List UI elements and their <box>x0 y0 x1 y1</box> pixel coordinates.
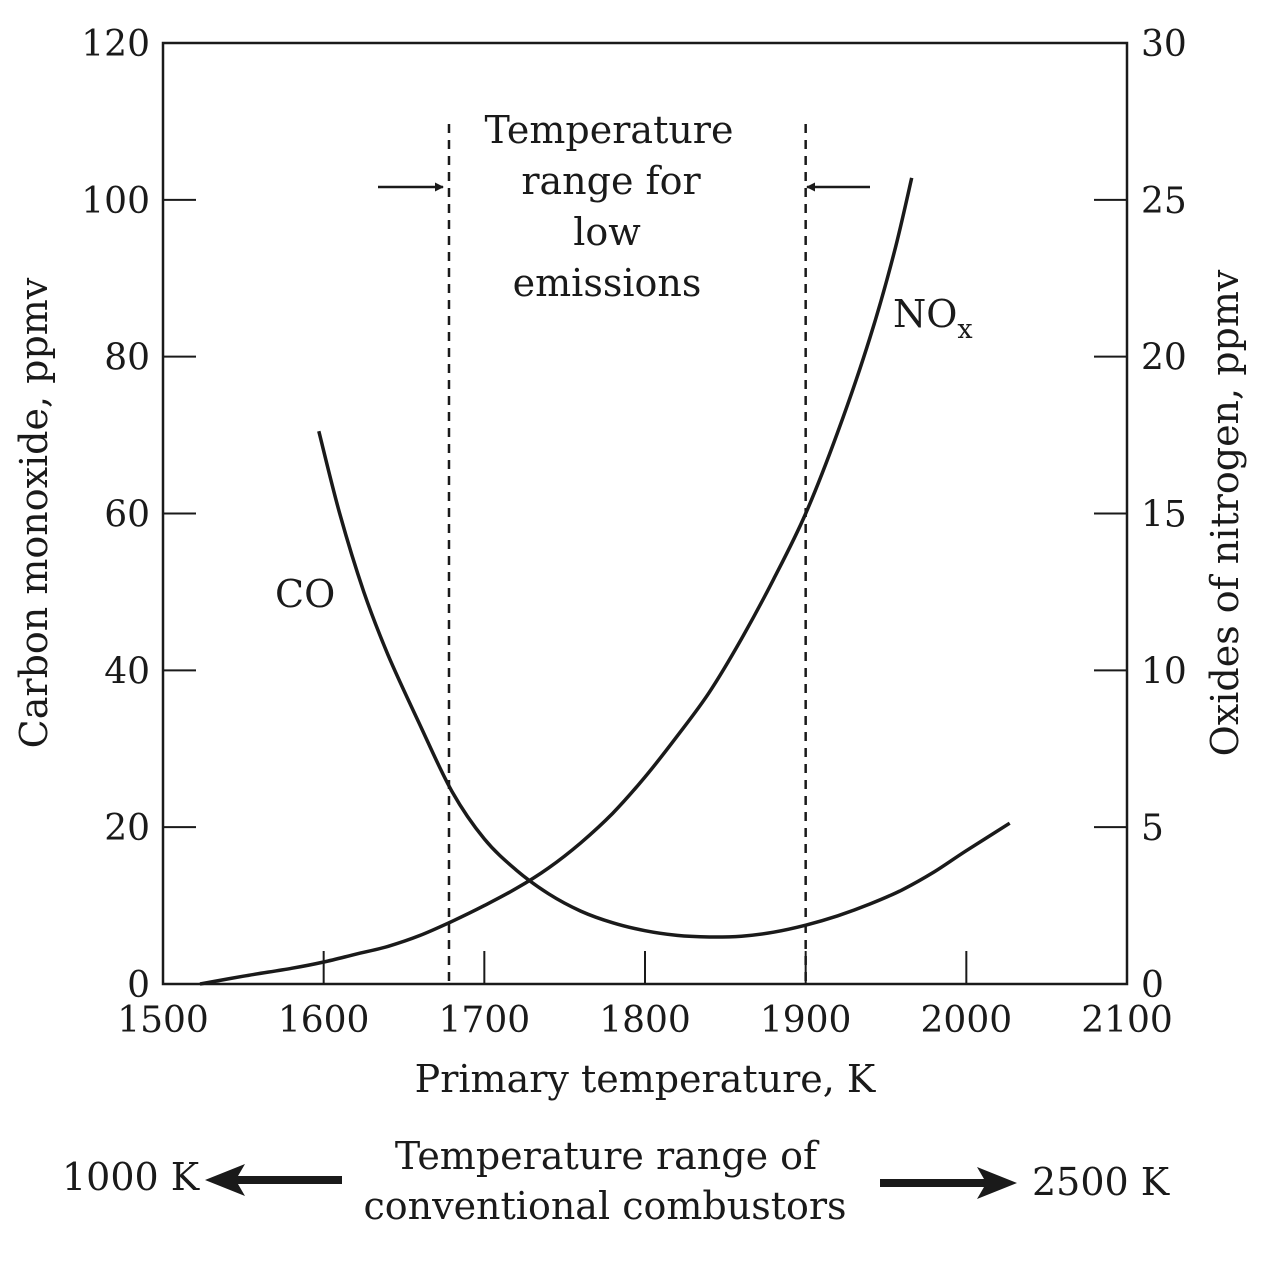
conventional-range-line-1: Temperature range of <box>395 1134 820 1178</box>
co-curve <box>317 430 1011 939</box>
nox-curve-label: NOx <box>893 292 973 345</box>
conventional-low-label: 1000 K <box>62 1155 200 1199</box>
y-right-tick-label: 25 <box>1141 181 1187 222</box>
co-curve-label: CO <box>275 572 335 616</box>
y-right-tick-label: 15 <box>1141 495 1187 536</box>
x-tick-label: 2000 <box>921 1000 1013 1041</box>
y-left-tick-label: 120 <box>81 24 150 65</box>
y-right-tick-label: 5 <box>1141 808 1164 849</box>
axis-tick-labels: 1500 1600 1700 1800 1900 2000 2100020406080100… <box>81 24 1187 1041</box>
low-emissions-annotation: Temperature range for low emissions <box>378 108 870 305</box>
y-left-tick-label: 20 <box>104 808 150 849</box>
nox-label-subscript: x <box>957 314 972 345</box>
y-left-tick-label: 0 <box>127 965 150 1006</box>
low-emissions-line-1: Temperature <box>485 108 734 152</box>
y-left-tick-label: 40 <box>104 651 150 692</box>
x-tick-label: 1500 <box>117 1000 209 1041</box>
y-left-tick-label: 60 <box>104 495 150 536</box>
series-curves <box>199 177 1011 986</box>
low-emissions-line-3: low <box>573 210 641 254</box>
y-right-tick-label: 20 <box>1141 338 1187 379</box>
x-tick-label: 1800 <box>599 1000 691 1041</box>
x-tick-label: 1700 <box>439 1000 531 1041</box>
conventional-high-label: 2500 K <box>1032 1160 1170 1204</box>
y-right-tick-label: 10 <box>1141 651 1187 692</box>
low-emissions-line-4: emissions <box>513 261 702 305</box>
y-left-tick-label: 100 <box>81 181 150 222</box>
conventional-range-annotation: Temperature range of conventional combus… <box>62 1134 1170 1228</box>
y-left-axis-title: Carbon monoxide, ppmv <box>12 277 56 748</box>
low-emissions-line-2: range for <box>521 159 701 203</box>
nox-curve <box>199 177 914 986</box>
x-axis-title: Primary temperature, K <box>415 1057 876 1101</box>
x-tick-label: 2100 <box>1081 1000 1173 1041</box>
y-left-tick-label: 80 <box>104 338 150 379</box>
conventional-high-arrow <box>880 1167 1017 1199</box>
y-right-tick-label: 0 <box>1141 965 1164 1006</box>
y-right-axis-title: Oxides of nitrogen, ppmv <box>1203 269 1247 756</box>
conventional-low-arrow <box>205 1164 342 1196</box>
x-tick-label: 1600 <box>278 1000 370 1041</box>
y-right-tick-label: 30 <box>1141 24 1187 65</box>
nox-label-main: NO <box>893 292 957 336</box>
conventional-range-line-2: conventional combustors <box>363 1184 846 1228</box>
x-tick-label: 1900 <box>760 1000 852 1041</box>
